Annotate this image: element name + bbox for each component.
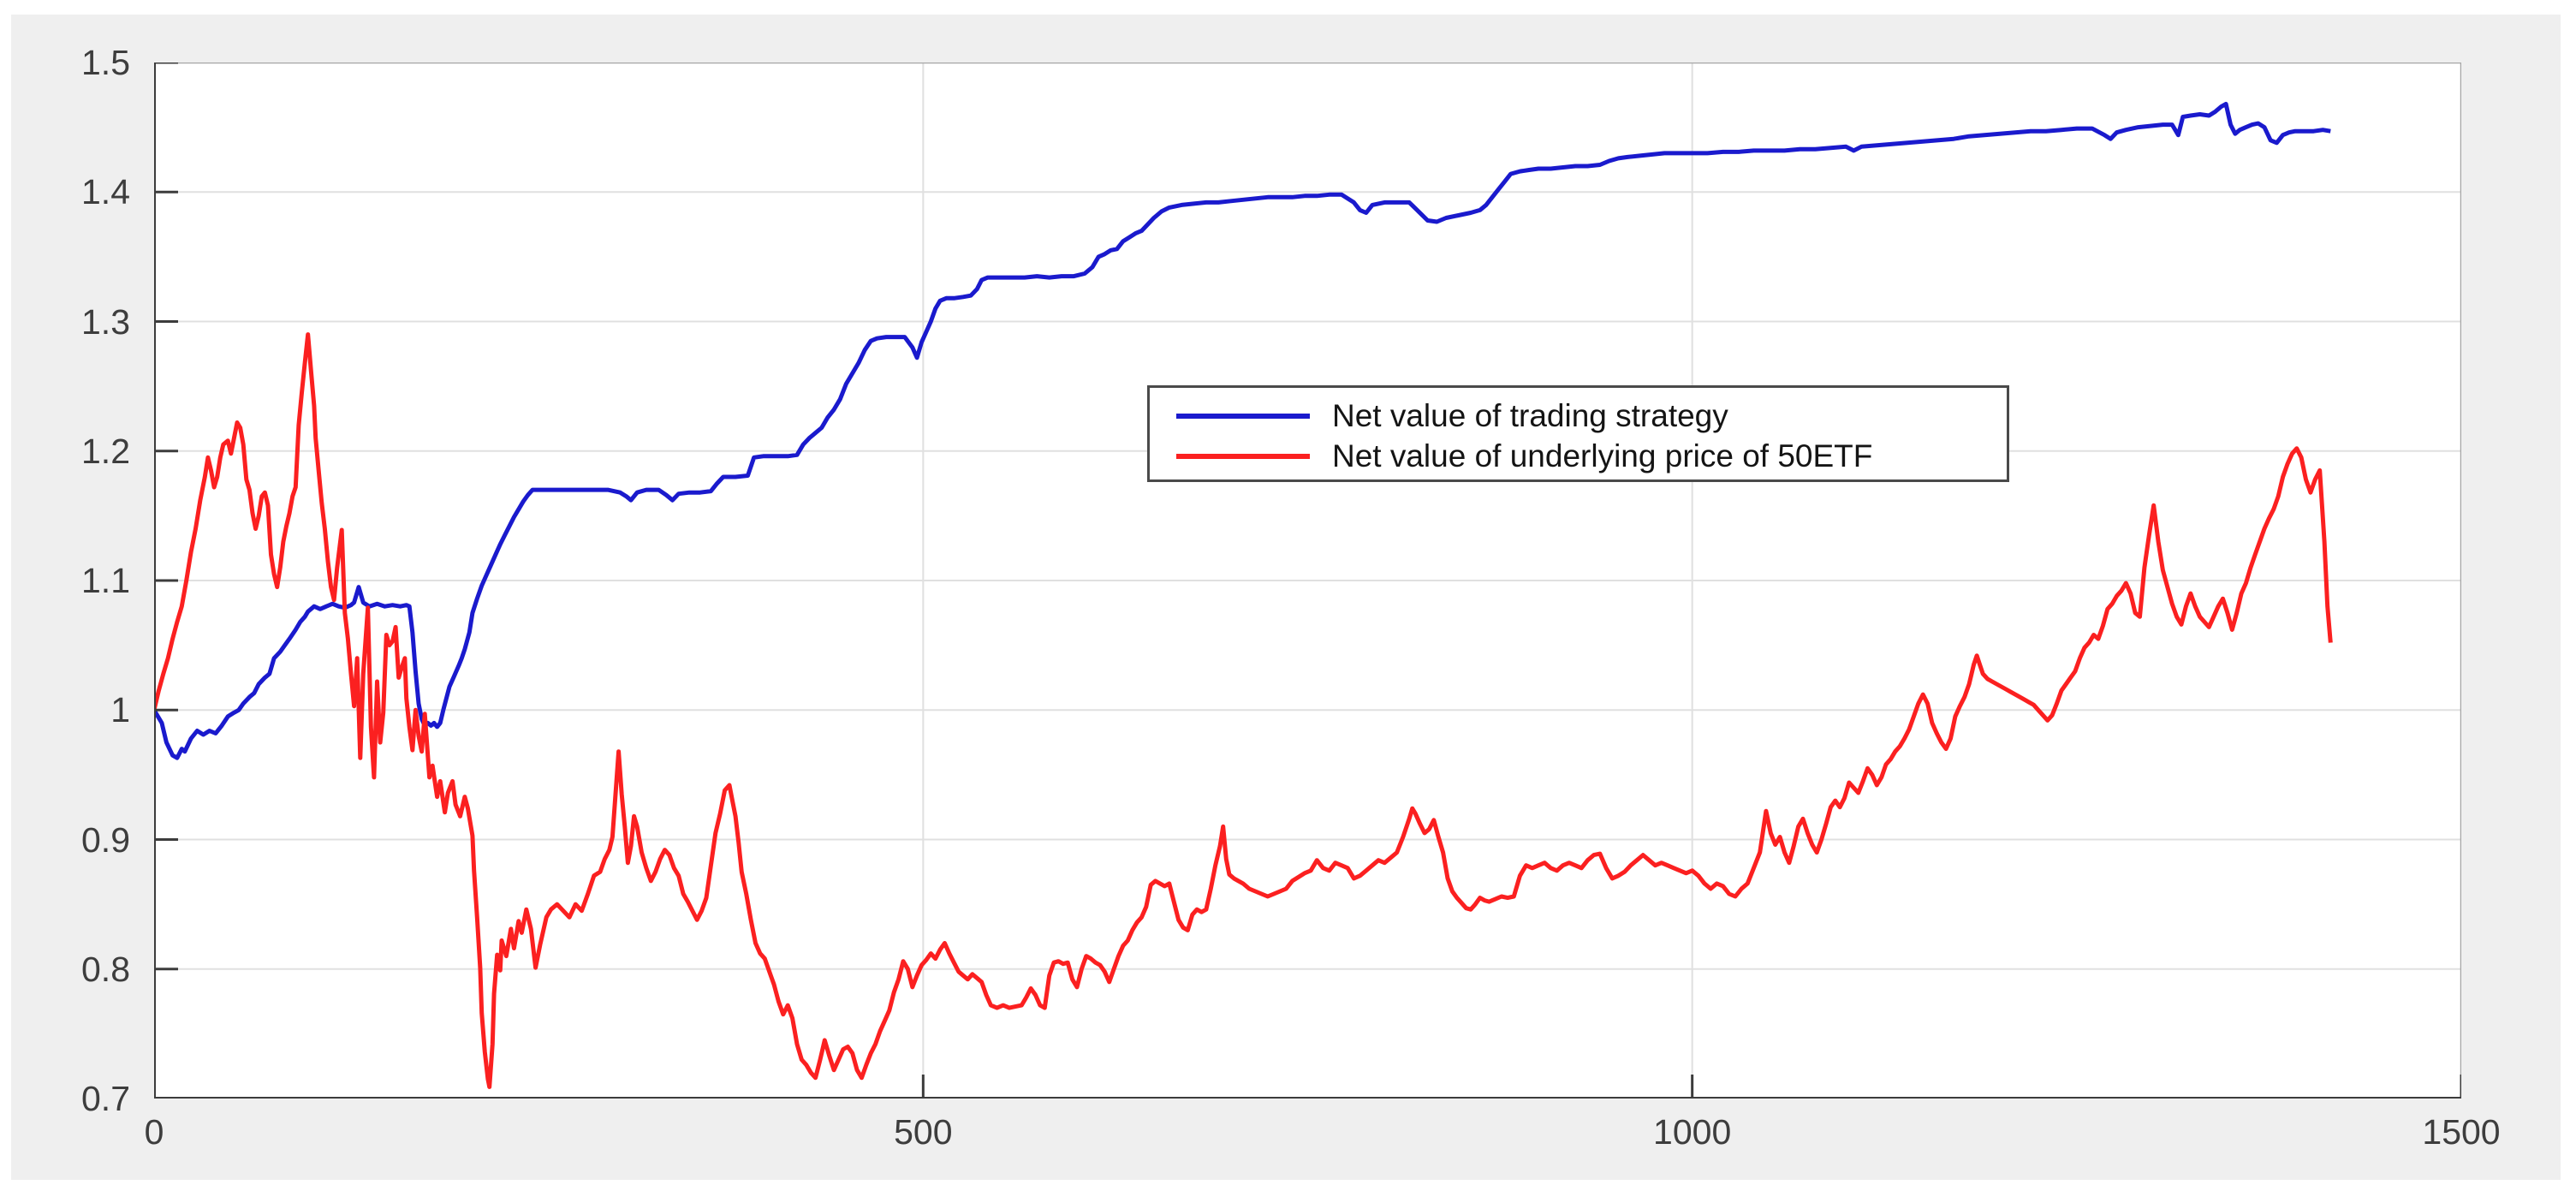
plot-area xyxy=(154,63,2461,1099)
legend: Net value of trading strategy Net value … xyxy=(1147,385,2009,482)
red-line-sample-icon xyxy=(1176,453,1310,459)
chart-svg xyxy=(154,63,2461,1099)
y-tick-label: 0.8 xyxy=(81,949,130,989)
y-tick-label: 1.4 xyxy=(81,172,130,212)
legend-item-strategy: Net value of trading strategy xyxy=(1176,396,2007,436)
legend-label-etf: Net value of underlying price of 50ETF xyxy=(1332,438,1873,473)
y-tick-label: 0.9 xyxy=(81,819,130,860)
y-tick-label: 0.7 xyxy=(81,1079,130,1118)
x-tick-label: 0 xyxy=(144,1112,164,1152)
legend-label-strategy: Net value of trading strategy xyxy=(1332,397,1728,433)
legend-item-etf: Net value of underlying price of 50ETF xyxy=(1176,436,2007,476)
x-tick-label: 1000 xyxy=(1653,1112,1732,1152)
x-tick-label: 1500 xyxy=(2422,1112,2501,1152)
y-tick-label: 1.3 xyxy=(81,301,130,342)
y-tick-label: 1.5 xyxy=(81,43,130,82)
series-line-0 xyxy=(154,101,2331,760)
x-tick-label: 500 xyxy=(894,1112,953,1152)
y-tick-label: 1.2 xyxy=(81,431,130,471)
y-tick-label: 1.1 xyxy=(81,561,130,600)
blue-line-sample-icon xyxy=(1176,413,1310,419)
series-line-1 xyxy=(154,332,2333,1089)
y-tick-label: 1 xyxy=(110,690,130,730)
